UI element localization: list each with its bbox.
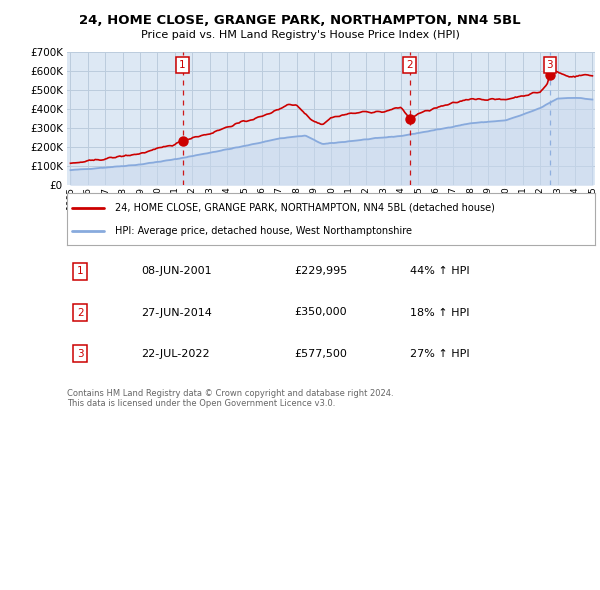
Text: 2: 2	[406, 60, 413, 70]
Text: 1: 1	[77, 266, 83, 276]
Text: HPI: Average price, detached house, West Northamptonshire: HPI: Average price, detached house, West…	[115, 227, 412, 237]
Text: £350,000: £350,000	[294, 307, 347, 317]
Text: 2: 2	[77, 307, 83, 317]
Text: This data is licensed under the Open Government Licence v3.0.: This data is licensed under the Open Gov…	[67, 399, 335, 408]
Text: 08-JUN-2001: 08-JUN-2001	[141, 266, 212, 276]
Text: 1: 1	[179, 60, 186, 70]
Text: 24, HOME CLOSE, GRANGE PARK, NORTHAMPTON, NN4 5BL (detached house): 24, HOME CLOSE, GRANGE PARK, NORTHAMPTON…	[115, 202, 494, 212]
Text: Contains HM Land Registry data © Crown copyright and database right 2024.: Contains HM Land Registry data © Crown c…	[67, 389, 394, 398]
Text: 3: 3	[547, 60, 553, 70]
Text: £229,995: £229,995	[294, 266, 347, 276]
Text: 3: 3	[77, 349, 83, 359]
Text: 27% ↑ HPI: 27% ↑ HPI	[410, 349, 470, 359]
Text: 27-JUN-2014: 27-JUN-2014	[141, 307, 212, 317]
Text: 22-JUL-2022: 22-JUL-2022	[141, 349, 209, 359]
Text: 24, HOME CLOSE, GRANGE PARK, NORTHAMPTON, NN4 5BL: 24, HOME CLOSE, GRANGE PARK, NORTHAMPTON…	[79, 14, 521, 27]
Text: 18% ↑ HPI: 18% ↑ HPI	[410, 307, 470, 317]
Text: 44% ↑ HPI: 44% ↑ HPI	[410, 266, 470, 276]
Text: £577,500: £577,500	[294, 349, 347, 359]
Text: Price paid vs. HM Land Registry's House Price Index (HPI): Price paid vs. HM Land Registry's House …	[140, 30, 460, 40]
